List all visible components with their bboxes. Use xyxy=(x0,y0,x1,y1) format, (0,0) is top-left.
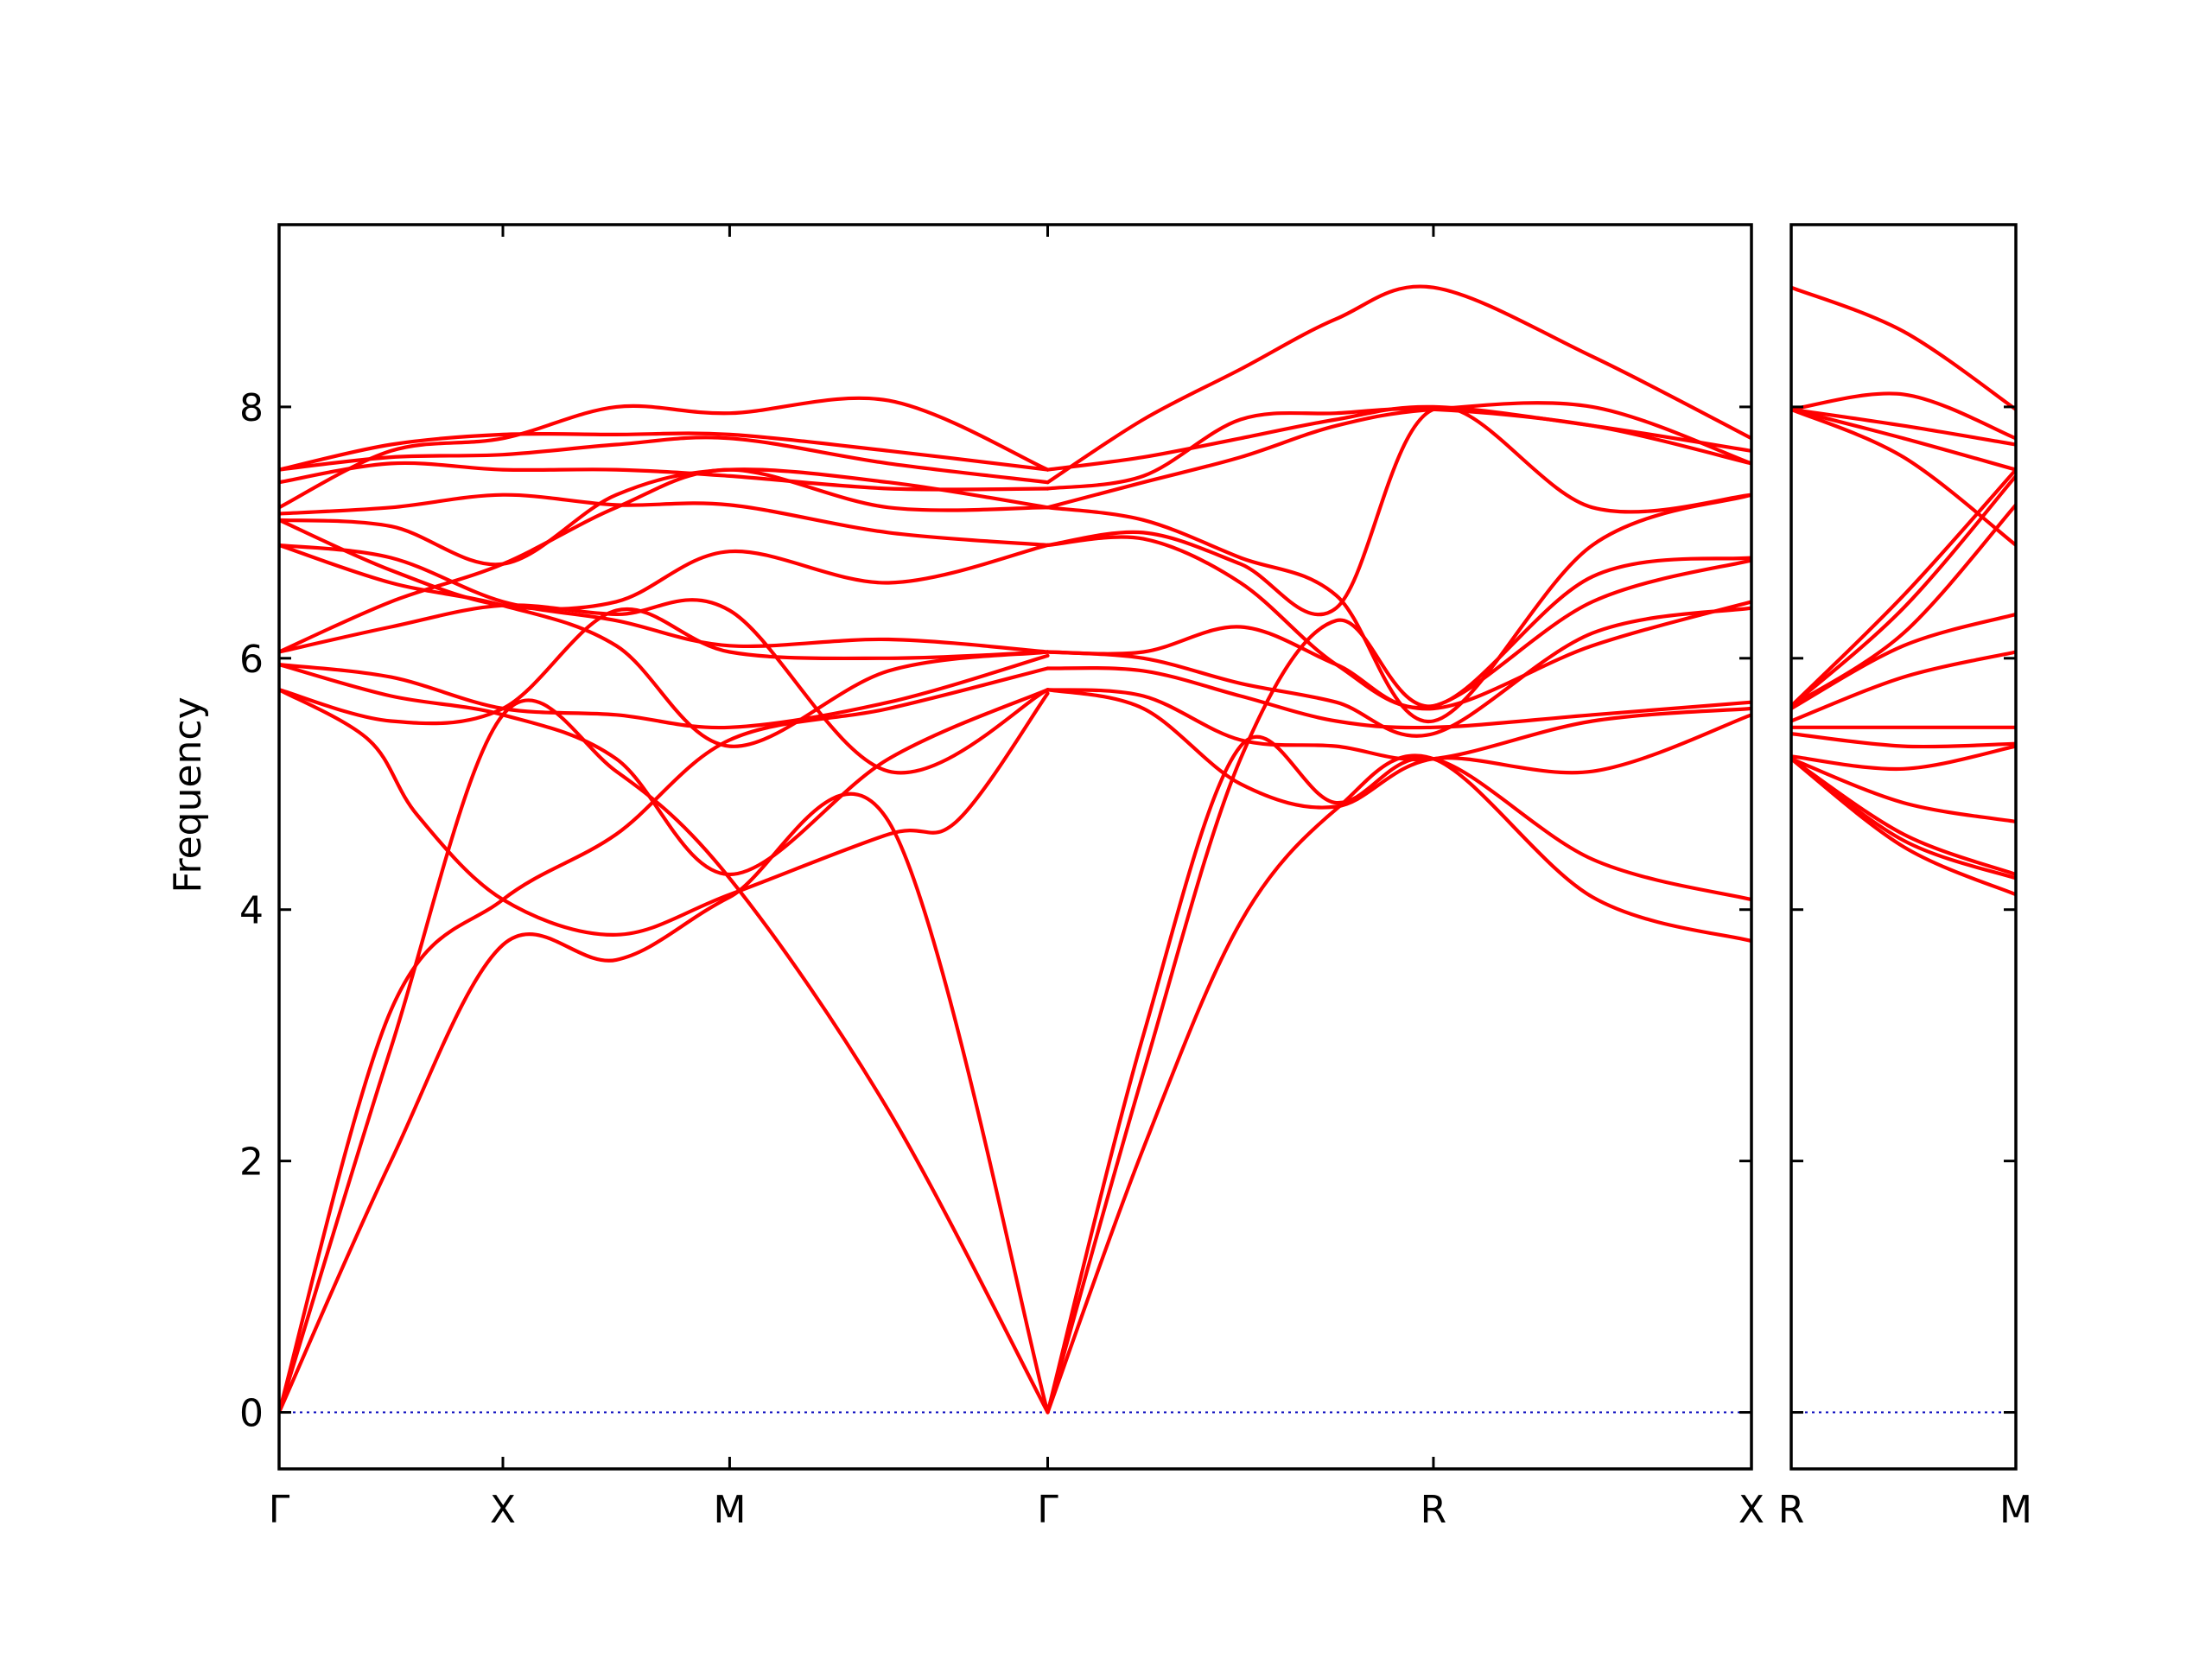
band-line-3 xyxy=(279,688,1050,937)
x-tick-label-M: M xyxy=(1999,1488,2032,1532)
x-tick-label-R: R xyxy=(1421,1488,1447,1532)
band-group xyxy=(279,284,1751,1414)
band-line-20 xyxy=(1046,734,1751,1414)
band-line-17 xyxy=(1791,757,2016,897)
y-tick-label: 8 xyxy=(239,386,264,430)
band-line-15 xyxy=(279,396,1050,510)
x-tick-label-Γ: Γ xyxy=(269,1488,290,1532)
band-line-25 xyxy=(1046,558,1751,710)
plot-frame xyxy=(1789,223,2018,1471)
y-tick-label: 4 xyxy=(239,889,264,933)
panel-1: 0 2 4 6 8 Γ X M Γ R X xyxy=(239,223,1764,1532)
band-line-5 xyxy=(1791,407,2016,547)
band-line-3 xyxy=(1791,407,2016,447)
band-line-13 xyxy=(279,461,1050,492)
band-line-14 xyxy=(279,435,1050,485)
y-tick-label: 6 xyxy=(239,638,264,682)
y-tick-label: 0 xyxy=(239,1392,264,1436)
band-line-27 xyxy=(1046,535,1751,711)
band-line-9 xyxy=(1791,612,2016,711)
band-line-13 xyxy=(1791,744,2016,772)
band-line-33 xyxy=(1046,401,1751,510)
band-line-19 xyxy=(1046,753,1751,1414)
band-line-6 xyxy=(1791,467,2016,709)
y-tick-label: 2 xyxy=(239,1141,264,1185)
band-line-17 xyxy=(279,467,1050,567)
x-tick-label-X: X xyxy=(1738,1488,1764,1532)
band-line-14 xyxy=(1791,757,2016,823)
band-group xyxy=(1791,285,2016,897)
band-line-7 xyxy=(1791,474,2016,709)
band-line-12 xyxy=(1791,732,2016,749)
plot-frame xyxy=(277,223,1753,1471)
band-line-32 xyxy=(1046,404,1751,472)
band-line-1 xyxy=(1791,285,2016,411)
band-line-4 xyxy=(1791,407,2016,472)
band-line-6 xyxy=(279,653,1050,730)
band-line-2 xyxy=(279,698,1050,1414)
x-tick-label-X: X xyxy=(490,1488,516,1532)
y-axis-title: Frequency xyxy=(166,696,210,893)
band-line-8 xyxy=(279,543,1050,748)
band-line-28 xyxy=(1046,405,1751,617)
band-line-11 xyxy=(279,518,1050,611)
band-line-21 xyxy=(1046,688,1751,810)
band-line-24 xyxy=(1046,606,1751,738)
band-line-16 xyxy=(279,431,1050,472)
band-line-12 xyxy=(279,493,1050,547)
band-line-29 xyxy=(1046,493,1751,723)
band-line-2 xyxy=(1791,391,2016,441)
band-line-10 xyxy=(1791,650,2016,723)
x-tick-label-R: R xyxy=(1778,1488,1805,1532)
band-line-9 xyxy=(279,607,1050,726)
band-line-23 xyxy=(1046,665,1751,730)
band-line-5 xyxy=(279,666,1050,1414)
band-line-18 xyxy=(279,543,1050,654)
band-line-7 xyxy=(279,598,1050,775)
x-tick-label-M: M xyxy=(713,1488,746,1532)
band-line-22 xyxy=(1046,688,1751,762)
band-line-31 xyxy=(1046,284,1751,485)
band-line-26 xyxy=(1046,556,1751,1414)
x-tick-label-Γ: Γ xyxy=(1037,1488,1058,1532)
band-line-1 xyxy=(279,791,1050,1414)
band-line-4 xyxy=(279,663,1050,877)
